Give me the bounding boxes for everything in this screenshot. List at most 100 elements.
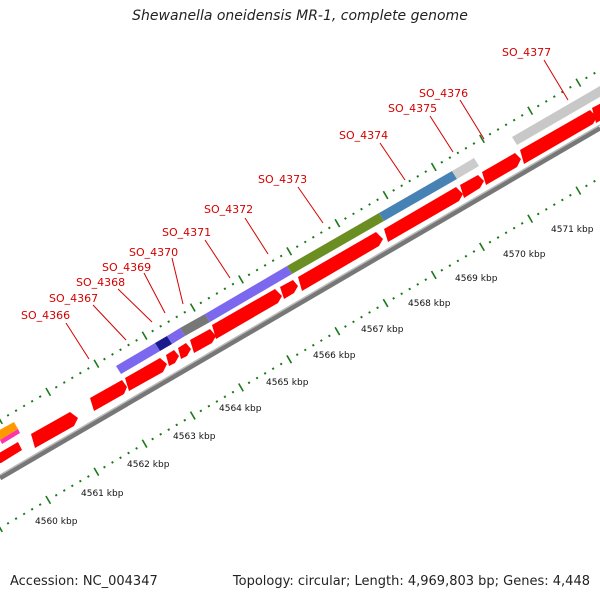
gene-label[interactable]: SO_4366 xyxy=(21,309,70,322)
major-tick xyxy=(286,247,293,256)
minor-tick xyxy=(360,207,363,211)
minor-tick xyxy=(392,297,395,300)
minor-tick xyxy=(319,339,323,342)
minor-tick xyxy=(488,240,492,244)
minor-tick xyxy=(504,231,508,235)
gene-label[interactable]: SO_4373 xyxy=(258,173,307,186)
minor-tick xyxy=(544,207,548,211)
gene-block-purple[interactable] xyxy=(167,328,185,344)
cds-feature[interactable] xyxy=(482,153,521,185)
cds-feature[interactable] xyxy=(0,442,22,463)
cds-feature[interactable] xyxy=(280,280,298,299)
minor-tick xyxy=(135,446,138,450)
minor-tick xyxy=(135,338,138,342)
minor-tick xyxy=(215,400,219,403)
cds-feature[interactable] xyxy=(298,232,383,291)
minor-tick xyxy=(247,381,251,385)
gene-block-lightgray[interactable] xyxy=(512,86,600,145)
gene-block-olive[interactable] xyxy=(287,213,384,274)
minor-tick xyxy=(86,367,90,370)
cds-feature[interactable] xyxy=(125,358,167,391)
major-tick xyxy=(334,218,341,228)
minor-tick xyxy=(424,278,428,282)
minor-tick xyxy=(416,174,420,178)
gene-block-steelblue[interactable] xyxy=(379,171,457,221)
kbp-label: 4560 kbp xyxy=(35,517,78,527)
minor-tick xyxy=(327,334,331,338)
minor-tick xyxy=(344,325,347,328)
major-tick xyxy=(382,190,389,200)
cds-feature[interactable] xyxy=(592,101,600,123)
minor-tick xyxy=(295,245,299,248)
major-tick xyxy=(575,78,582,87)
cds-feature[interactable] xyxy=(178,343,191,359)
gene-label-leaders xyxy=(65,59,569,360)
kbp-label: 4570 kbp xyxy=(503,250,546,260)
minor-tick xyxy=(30,507,34,511)
gene-label[interactable]: SO_4376 xyxy=(419,87,468,100)
major-tick xyxy=(527,214,534,224)
minor-tick xyxy=(552,95,556,99)
minor-tick xyxy=(344,217,347,220)
cds-feature[interactable] xyxy=(212,289,282,339)
minor-tick xyxy=(62,381,66,384)
minor-tick xyxy=(368,311,371,314)
gene-block-gray[interactable] xyxy=(180,314,210,336)
minor-tick xyxy=(223,395,227,399)
cds-feature[interactable] xyxy=(190,329,216,353)
gene-block-lane xyxy=(0,86,600,444)
minor-tick xyxy=(568,85,572,89)
gene-block-purple[interactable] xyxy=(116,343,160,374)
gene-label[interactable]: SO_4367 xyxy=(49,292,98,305)
gene-label[interactable]: SO_4377 xyxy=(502,46,551,59)
gene-label[interactable]: SO_4371 xyxy=(162,226,211,239)
minor-tick xyxy=(127,343,130,347)
gene-label[interactable]: SO_4374 xyxy=(339,129,388,142)
minor-tick xyxy=(159,324,163,328)
minor-tick xyxy=(568,193,572,197)
minor-tick xyxy=(119,456,122,460)
cds-feature[interactable] xyxy=(90,380,127,411)
map-title: Shewanella oneidensis MR-1, complete gen… xyxy=(132,8,468,24)
minor-tick xyxy=(456,259,460,263)
minor-tick xyxy=(175,315,179,319)
minor-tick xyxy=(368,203,371,206)
minor-tick xyxy=(14,517,18,520)
cds-feature[interactable] xyxy=(384,187,463,242)
minor-tick xyxy=(448,264,452,267)
gene-label[interactable]: SO_4369 xyxy=(102,261,151,274)
minor-tick xyxy=(70,376,74,380)
minor-tick xyxy=(327,226,331,230)
minor-tick xyxy=(520,222,524,225)
gene-label[interactable]: SO_4375 xyxy=(388,102,437,115)
minor-tick xyxy=(303,240,307,244)
minor-tick xyxy=(38,503,42,506)
major-tick xyxy=(238,383,244,392)
minor-tick xyxy=(14,409,18,412)
gene-label[interactable]: SO_4368 xyxy=(76,276,125,289)
outer-dotted-line xyxy=(0,71,596,425)
minor-tick xyxy=(440,268,444,272)
minor-tick xyxy=(151,329,154,333)
cds-feature[interactable] xyxy=(520,110,597,164)
gene-label[interactable]: SO_4370 xyxy=(129,246,178,259)
minor-tick xyxy=(54,493,58,497)
minor-tick xyxy=(352,320,355,324)
kbp-label: 4565 kbp xyxy=(266,378,309,388)
gene-label[interactable]: SO_4372 xyxy=(204,203,253,216)
minor-tick xyxy=(496,128,500,131)
major-tick xyxy=(141,331,148,340)
gene-block-navy[interactable] xyxy=(155,336,172,351)
cds-feature[interactable] xyxy=(166,350,179,366)
gene-block-magenta[interactable] xyxy=(0,429,20,444)
cds-lane xyxy=(0,101,600,463)
minor-tick xyxy=(544,99,548,103)
minor-tick xyxy=(424,170,428,174)
cds-feature[interactable] xyxy=(31,412,78,448)
minor-tick xyxy=(6,413,10,417)
gene-block-purple[interactable] xyxy=(205,266,292,322)
gene-block-orange[interactable] xyxy=(0,422,18,440)
cds-feature[interactable] xyxy=(460,175,484,198)
gene-block-lightgray[interactable] xyxy=(452,158,479,179)
